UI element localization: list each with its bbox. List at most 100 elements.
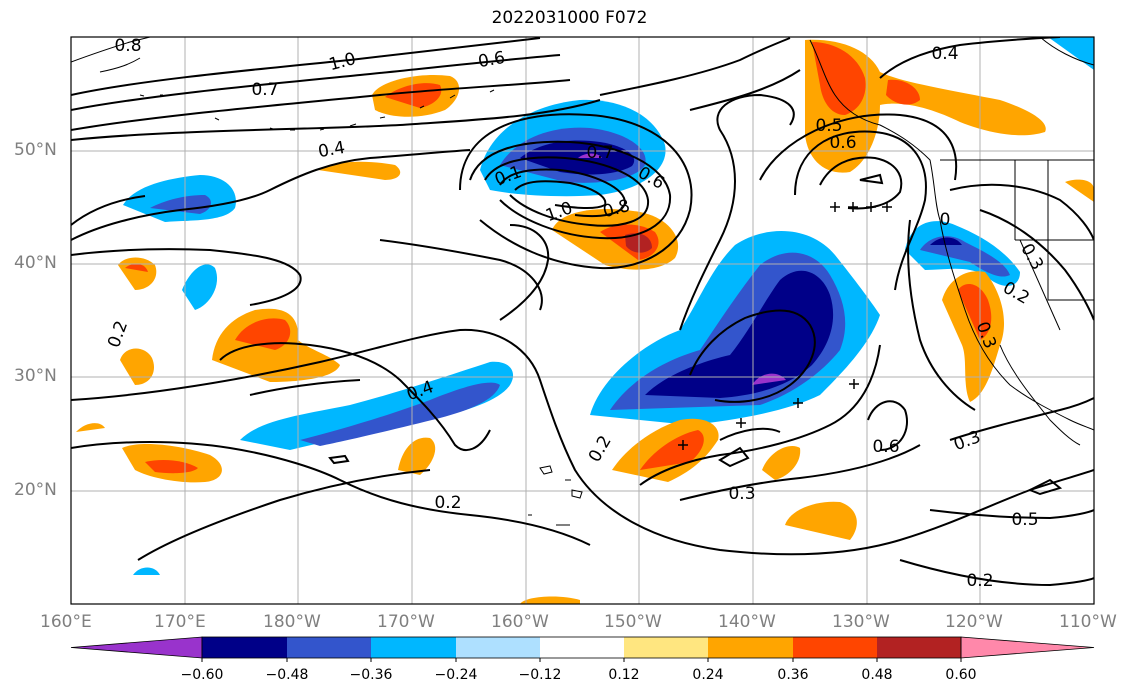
contour-label: 0.6	[477, 48, 507, 72]
contour-label: 0.5	[815, 116, 842, 136]
colorbar-label-4: −0.12	[518, 667, 562, 683]
colorbar-label-2: −0.36	[349, 667, 393, 683]
contour-long-2	[71, 441, 591, 546]
contour-small-3	[328, 454, 350, 465]
lon-label-110w: 110°W	[1059, 612, 1117, 632]
colorbar-label-3: −0.24	[434, 667, 478, 683]
lon-label-140w: 140°W	[718, 612, 776, 632]
alaska-coast	[71, 37, 151, 73]
colorbar-label-5: 0.12	[608, 667, 640, 683]
contour-label: 0.7	[586, 143, 613, 163]
positive-anomaly-11	[785, 501, 857, 540]
negative-anomaly-central-peak	[578, 153, 602, 158]
colorbar-extend-high	[960, 636, 1095, 659]
colorbar-segment	[793, 637, 877, 658]
lon-label-170w: 170°W	[377, 612, 435, 632]
contour-north-4	[879, 37, 1061, 79]
us-west-coast	[939, 219, 1094, 431]
colorbar-label-6: 0.24	[692, 667, 724, 683]
contour-long-1	[71, 328, 1094, 556]
negative-anomaly-ne	[1048, 37, 1094, 70]
colorbar-segment	[540, 637, 624, 658]
colorbar-segment	[624, 637, 708, 658]
positive-anomaly-10	[762, 446, 801, 480]
british-columbia-coast	[809, 39, 941, 221]
positive-anomaly-2	[318, 161, 401, 180]
colorbar-segment	[877, 637, 961, 658]
contour-mid-2	[71, 195, 146, 226]
contour-low-2	[484, 156, 650, 227]
contour-small-2	[718, 446, 750, 468]
contour-label: 0.2	[434, 493, 461, 513]
contour-label: 0.2	[585, 432, 616, 465]
contour-north-2	[599, 37, 791, 96]
contour-label: 0.2	[966, 571, 993, 591]
contour-mid-1	[71, 248, 302, 306]
contour-ne-4	[859, 173, 884, 185]
contour-n-5	[71, 149, 471, 241]
lat-label-40n: 40°N	[14, 253, 57, 273]
contour-ne-2	[794, 130, 927, 291]
map-title: 2022031000 F072	[491, 8, 648, 28]
colorbar-label-8: 0.48	[861, 667, 893, 683]
contour-ne-3	[759, 113, 958, 181]
lon-label-150w: 150°W	[604, 612, 662, 632]
positive-anomaly-12	[520, 596, 580, 604]
positive-anomaly-3-core	[235, 318, 291, 350]
colorbar-label-1: −0.48	[265, 667, 309, 683]
contour-lines	[71, 37, 1094, 587]
contour-label: 0.6	[829, 133, 856, 153]
contour-east-5	[899, 559, 1094, 587]
contour-east-4	[949, 397, 1094, 441]
contour-n-4	[71, 99, 601, 141]
colorbar-label-9: 0.60	[945, 667, 977, 683]
lon-label-130w: 130°W	[832, 612, 890, 632]
contour-label: 0.7	[251, 80, 278, 100]
negative-anomaly-subtropical-deep	[645, 270, 834, 398]
contour-east-1	[907, 219, 976, 411]
colorbar-label-7: 0.36	[777, 667, 809, 683]
contour-low-1	[469, 140, 672, 240]
contour-long-4	[219, 342, 491, 451]
plot-frame	[70, 36, 1095, 605]
negative-anomaly-streak	[240, 361, 514, 450]
contour-label: 0.4	[317, 138, 347, 162]
positive-anomaly-8	[398, 437, 436, 475]
contour-sub-2	[689, 309, 816, 403]
baja-coast	[999, 344, 1081, 446]
lat-label-20n: 20°N	[14, 480, 57, 500]
colorbar-segment	[202, 637, 287, 658]
lon-label-170e: 170°E	[154, 612, 206, 632]
contour-sub-1	[679, 93, 795, 331]
contour-label: 0.8	[114, 36, 141, 56]
contour-east-2	[949, 183, 1094, 241]
positive-anomaly-4-core	[125, 263, 148, 272]
positive-anomaly-alaska-2	[886, 79, 920, 105]
colorbar-segment	[456, 637, 540, 658]
contour-long-5	[249, 379, 361, 396]
negative-anomaly-westcoast-core	[920, 236, 1010, 277]
contour-sub-5	[719, 427, 781, 441]
lon-label-120w: 120°W	[945, 612, 1003, 632]
aleutian-islands	[139, 89, 495, 131]
lat-label-30n: 30°N	[14, 366, 57, 386]
coastlines	[71, 37, 1094, 526]
contour-low-3	[499, 168, 627, 218]
contour-east-3	[979, 209, 1094, 321]
colorbar-frame	[201, 636, 962, 659]
hawaii-islands	[528, 465, 583, 526]
negative-anomaly-west-1-core	[150, 195, 212, 214]
colorbar-label-0: −0.60	[180, 667, 224, 683]
negative-anomaly-streak-core	[300, 382, 500, 446]
contour-ne-1	[819, 156, 903, 210]
contour-sub-3	[639, 344, 881, 486]
contour-label: 0	[940, 210, 951, 230]
contour-label: 0.2	[104, 318, 132, 350]
positive-anomaly-13	[1065, 179, 1094, 202]
positive-anomaly-5	[120, 348, 155, 385]
positive-anomaly-1-core	[385, 83, 442, 108]
negative-anomaly-west-3	[133, 567, 160, 575]
contour-small-4	[1027, 478, 1063, 496]
contour-east-6	[929, 509, 1094, 520]
